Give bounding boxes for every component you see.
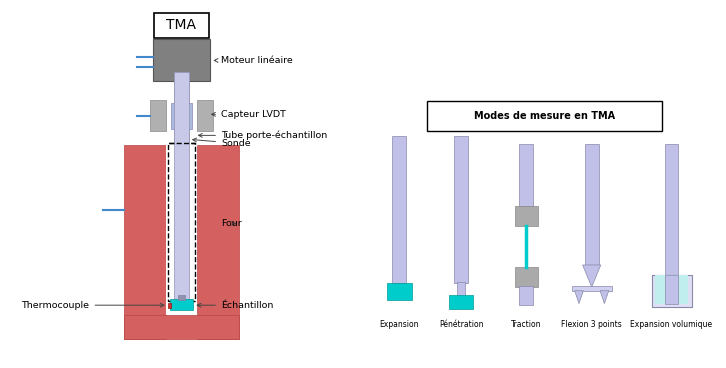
Text: Thermocouple: Thermocouple bbox=[22, 301, 164, 310]
Polygon shape bbox=[600, 291, 608, 304]
Bar bbox=[171, 103, 192, 129]
Text: Flexion 3 points: Flexion 3 points bbox=[561, 320, 622, 329]
Bar bbox=[520, 144, 533, 206]
Bar bbox=[170, 299, 193, 310]
FancyBboxPatch shape bbox=[154, 13, 209, 38]
Text: Sonde: Sonde bbox=[192, 138, 250, 148]
Bar bbox=[387, 283, 412, 300]
Bar bbox=[174, 72, 189, 300]
Text: Capteur LVDT: Capteur LVDT bbox=[212, 110, 286, 119]
Text: Expansion volumique: Expansion volumique bbox=[630, 320, 713, 329]
Bar bbox=[665, 144, 678, 276]
Bar bbox=[520, 286, 533, 305]
Bar bbox=[166, 145, 197, 315]
FancyBboxPatch shape bbox=[427, 101, 663, 131]
Bar bbox=[174, 72, 189, 300]
Bar bbox=[197, 145, 240, 339]
Bar bbox=[515, 206, 538, 226]
Bar bbox=[515, 267, 538, 287]
Bar bbox=[656, 275, 688, 304]
Text: TMA: TMA bbox=[166, 18, 197, 32]
Bar bbox=[454, 136, 468, 283]
Bar bbox=[572, 286, 611, 291]
Text: Expansion: Expansion bbox=[380, 320, 419, 329]
Bar bbox=[585, 144, 598, 265]
Bar bbox=[665, 275, 678, 304]
Text: Pénétration: Pénétration bbox=[439, 320, 484, 329]
Text: Échantillon: Échantillon bbox=[197, 301, 273, 310]
Polygon shape bbox=[575, 291, 584, 304]
Text: Modes de mesure en TMA: Modes de mesure en TMA bbox=[474, 111, 615, 121]
Bar bbox=[393, 136, 407, 283]
Bar bbox=[197, 100, 213, 131]
Bar bbox=[168, 303, 171, 308]
Bar bbox=[457, 282, 465, 296]
Bar bbox=[150, 100, 166, 131]
Bar bbox=[123, 315, 240, 339]
Text: Traction: Traction bbox=[511, 320, 542, 329]
Bar bbox=[652, 275, 692, 307]
Text: Tube porte-échantillon: Tube porte-échantillon bbox=[198, 131, 327, 140]
Bar bbox=[449, 295, 473, 309]
Polygon shape bbox=[582, 265, 601, 287]
Text: Moteur linéaire: Moteur linéaire bbox=[214, 56, 293, 65]
Bar bbox=[168, 143, 195, 301]
Bar bbox=[168, 143, 195, 301]
Bar bbox=[152, 39, 211, 81]
Bar bbox=[123, 145, 166, 339]
Text: Four: Four bbox=[221, 219, 242, 228]
Bar bbox=[178, 295, 185, 300]
